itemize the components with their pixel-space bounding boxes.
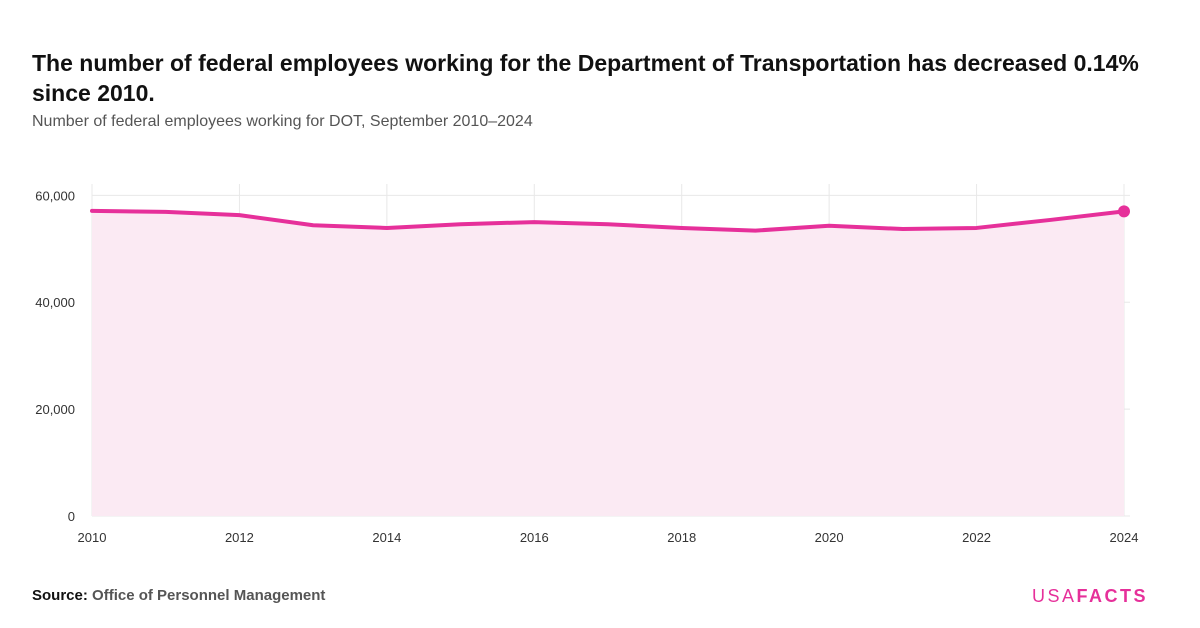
x-tick-label: 2024 — [1110, 530, 1139, 545]
source-note: Source: Office of Personnel Management — [32, 587, 325, 604]
usafacts-logo: USAFACTS — [1032, 586, 1148, 607]
area-fill-layer — [92, 210, 1124, 516]
y-tick-label: 20,000 — [35, 402, 75, 417]
logo-usa: USA — [1031, 586, 1077, 606]
line-area-chart: 0 20,000 40,000 60,000 2010 2012 2014 2016 2018 2… — [35, 184, 1138, 545]
source-label: Source: — [32, 587, 88, 604]
x-tick-label: 2020 — [815, 530, 844, 545]
chart-subtitle: Number of federal employees working for … — [32, 113, 533, 130]
end-point-marker — [1118, 205, 1130, 218]
chart-title: The number of federal employees working … — [32, 50, 1139, 106]
source-name: Office of Personnel Management — [92, 587, 326, 604]
series-line — [90, 208, 1126, 233]
y-tick-label: 60,000 — [35, 188, 75, 203]
x-tick-label: 2016 — [520, 530, 549, 545]
x-tick-label: 2018 — [667, 530, 696, 545]
series-line-layer — [90, 205, 1130, 233]
y-tick-label: 0 — [68, 509, 75, 524]
x-tick-label: 2022 — [962, 530, 991, 545]
x-tick-label: 2010 — [78, 530, 107, 545]
series-area — [92, 210, 1124, 516]
x-tick-label: 2012 — [225, 530, 254, 545]
logo-facts: FACTS — [1076, 586, 1148, 606]
x-tick-label: 2014 — [372, 530, 401, 545]
y-tick-label: 40,000 — [35, 295, 75, 310]
axis-labels: 0 20,000 40,000 60,000 2010 2012 2014 2016 2018 2… — [35, 188, 1138, 545]
